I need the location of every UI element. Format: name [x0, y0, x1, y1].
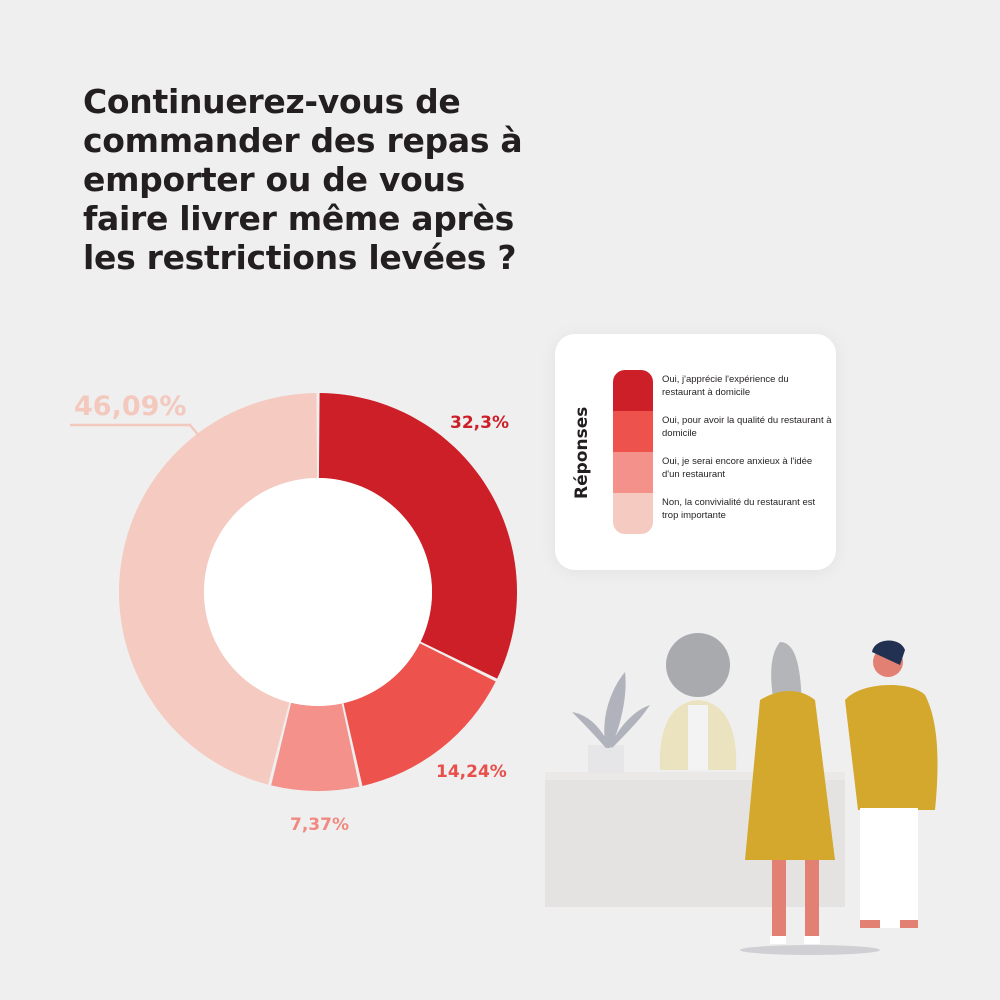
- legend-item: Oui, pour avoir la qualité du restaurant…: [662, 415, 832, 439]
- legend-title: Réponses: [572, 406, 592, 499]
- value-label-oui-qualite: 14,24%: [436, 762, 507, 782]
- restaurant-illustration: [545, 633, 938, 955]
- legend-card: Réponses Oui, j'apprécie l'expérience du…: [555, 334, 836, 570]
- donut-slice: [271, 702, 360, 792]
- donut-slice: [318, 393, 517, 679]
- legend-item: Oui, j'apprécie l'expérience du restaura…: [662, 374, 789, 398]
- value-label-non-convivialite: 46,09%: [74, 391, 187, 422]
- legend-color-bar: [613, 370, 653, 534]
- legend-swatch-3: [613, 493, 653, 534]
- legend-swatch-2: [613, 452, 653, 493]
- value-label-oui-anxieux: 7,37%: [290, 815, 349, 835]
- donut-slice: [119, 393, 318, 785]
- chart-title: Continuerez-vous de commander des repas …: [83, 82, 523, 277]
- value-label-oui-experience: 32,3%: [450, 413, 509, 433]
- legend-swatch-0: [613, 370, 653, 411]
- legend-swatch-1: [613, 411, 653, 452]
- legend-item: Oui, je serai encore anxieux à l'idée d'…: [662, 456, 813, 480]
- donut-slice: [343, 643, 496, 786]
- legend-item: Non, la convivialité du restaurant est t…: [662, 497, 816, 521]
